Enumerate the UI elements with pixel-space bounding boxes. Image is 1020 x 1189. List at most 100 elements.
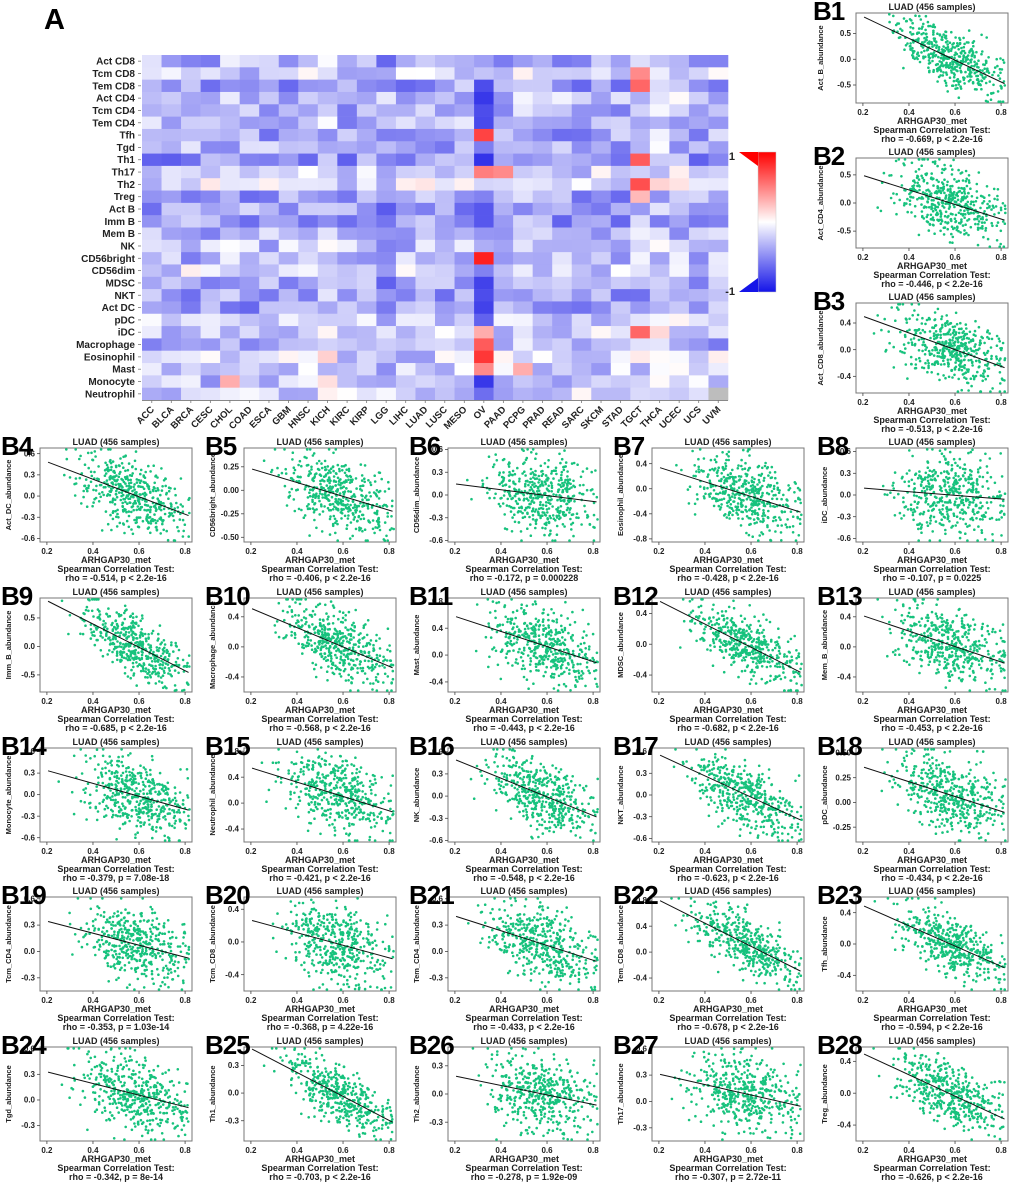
heatmap-cell bbox=[318, 314, 338, 327]
x-tick-label: 0.8 bbox=[588, 847, 600, 856]
heatmap-cell bbox=[650, 252, 670, 265]
heatmap-cell bbox=[357, 388, 377, 401]
heatmap-cell bbox=[494, 92, 514, 105]
heatmap-cell bbox=[494, 264, 514, 277]
heatmap-cell bbox=[181, 166, 201, 179]
heatmap-cell bbox=[376, 351, 396, 364]
heatmap-cell bbox=[142, 178, 162, 191]
heatmap-cell bbox=[162, 388, 182, 401]
heatmap-cell bbox=[259, 178, 279, 191]
y-tick-label: -0.6 bbox=[21, 833, 35, 842]
heatmap-cell bbox=[455, 375, 475, 388]
heatmap-cell bbox=[435, 104, 455, 117]
heatmap-cell bbox=[591, 80, 611, 93]
heatmap-cell bbox=[591, 363, 611, 376]
y-tick-label: -0.3 bbox=[21, 811, 35, 820]
heatmap-cell bbox=[669, 104, 689, 117]
heatmap-cell bbox=[474, 289, 494, 302]
y-axis-label: Tgd_abundance bbox=[4, 1065, 13, 1123]
heatmap-cell bbox=[162, 67, 182, 80]
y-axis: 0.60.30.0-0.3-0.6 bbox=[837, 447, 856, 543]
x-tick-label: 0.8 bbox=[996, 996, 1008, 1005]
heatmap-cell bbox=[279, 129, 299, 142]
heatmap-cell bbox=[552, 363, 572, 376]
heatmap-cell bbox=[201, 264, 221, 277]
heatmap-cell bbox=[337, 277, 357, 290]
heatmap-cell bbox=[220, 338, 240, 351]
heatmap-cell bbox=[337, 289, 357, 302]
heatmap-cell bbox=[181, 55, 201, 68]
heatmap-cell bbox=[279, 264, 299, 277]
heatmap-cell bbox=[708, 351, 728, 364]
scatter-points bbox=[888, 13, 1006, 103]
caption-rho-p: rho = -0.446, p < 2.2e-16 bbox=[881, 279, 983, 289]
heatmap-cell bbox=[142, 80, 162, 93]
y-tick-label: 0.0 bbox=[840, 199, 852, 208]
heatmap-cell bbox=[279, 338, 299, 351]
heatmap-cell bbox=[259, 301, 279, 314]
y-tick-label: 0.3 bbox=[840, 469, 852, 478]
heatmap-cell bbox=[630, 264, 650, 277]
y-axis-label: Th2_abundance bbox=[412, 1066, 421, 1123]
heatmap-grid bbox=[142, 55, 728, 400]
heatmap-cell bbox=[337, 80, 357, 93]
heatmap-cell bbox=[201, 104, 221, 117]
y-tick-label: -0.4 bbox=[837, 1121, 851, 1130]
heatmap-cell bbox=[279, 301, 299, 314]
heatmap-cell bbox=[415, 338, 435, 351]
heatmap-cell bbox=[142, 228, 162, 241]
heatmap-cell bbox=[708, 80, 728, 93]
heatmap-cell bbox=[357, 351, 377, 364]
heatmap-cell bbox=[689, 154, 709, 167]
heatmap-cell bbox=[181, 92, 201, 105]
y-tick-label: 0.3 bbox=[432, 921, 444, 930]
heatmap-cell bbox=[611, 252, 631, 265]
heatmap-cell bbox=[552, 117, 572, 130]
y-axis-label: iDC_abundance bbox=[820, 467, 829, 524]
heatmap-cell bbox=[298, 314, 318, 327]
panel-label-B18: B18 bbox=[817, 733, 862, 759]
heatmap-cell bbox=[396, 67, 416, 80]
x-tick-label: 0.8 bbox=[792, 697, 804, 706]
heatmap-cell bbox=[474, 314, 494, 327]
colorbar-max-marker bbox=[739, 152, 758, 166]
x-tick-label: 0.8 bbox=[180, 547, 192, 556]
heatmap-cell bbox=[201, 338, 221, 351]
heatmap-cell bbox=[162, 326, 182, 339]
heatmap-cell bbox=[279, 252, 299, 265]
heatmap-cell bbox=[220, 104, 240, 117]
heatmap-cell bbox=[415, 55, 435, 68]
heatmap-cell bbox=[142, 252, 162, 265]
heatmap-cell bbox=[298, 117, 318, 130]
heatmap-cell bbox=[181, 240, 201, 253]
heatmap-cell bbox=[279, 240, 299, 253]
heatmap-cell bbox=[376, 388, 396, 401]
x-tick-label: 0.2 bbox=[245, 697, 257, 706]
heatmap-cell bbox=[376, 203, 396, 216]
heatmap-cell bbox=[552, 338, 572, 351]
heatmap-cell bbox=[669, 203, 689, 216]
heatmap-cell bbox=[650, 154, 670, 167]
heatmap-cell bbox=[357, 154, 377, 167]
heatmap-cell bbox=[435, 166, 455, 179]
heatmap-cell bbox=[259, 277, 279, 290]
heatmap-cell bbox=[669, 301, 689, 314]
y-tick-label: -0.4 bbox=[837, 971, 851, 980]
heatmap-cell bbox=[689, 215, 709, 228]
heatmap-cell bbox=[240, 166, 260, 179]
y-tick-label: 0.3 bbox=[432, 1062, 444, 1071]
heatmap-cell bbox=[318, 375, 338, 388]
